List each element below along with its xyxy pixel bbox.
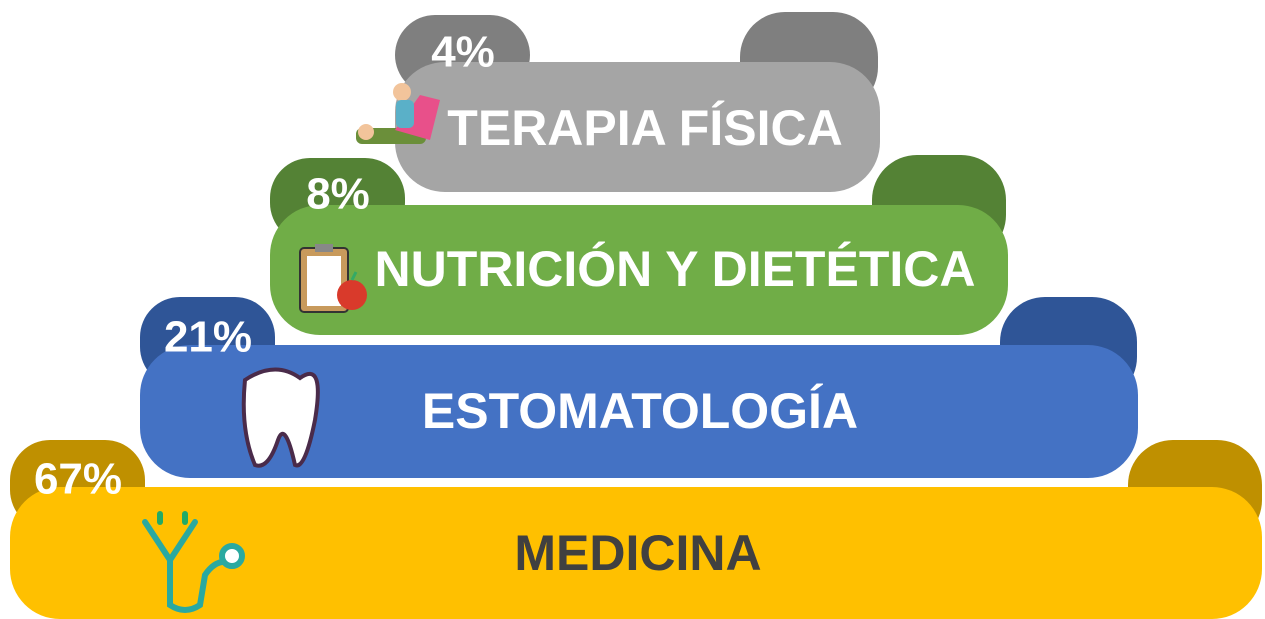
tier-label: ESTOMATOLOGÍA bbox=[422, 383, 858, 439]
tier-label: MEDICINA bbox=[514, 525, 761, 581]
tier: 4% TERAPIA FÍSICA bbox=[356, 12, 880, 192]
percent: 67% bbox=[34, 455, 122, 504]
percent: 4% bbox=[431, 28, 495, 77]
percent: 21% bbox=[164, 313, 252, 362]
tier-label: NUTRICIÓN Y DIETÉTICA bbox=[375, 241, 976, 297]
percent: 8% bbox=[306, 170, 370, 219]
tier-label: TERAPIA FÍSICA bbox=[447, 100, 842, 156]
pyramid-infographic: 4% TERAPIA FÍSICA 8% NUTRICIÓN Y DIETÉTI… bbox=[0, 0, 1265, 619]
